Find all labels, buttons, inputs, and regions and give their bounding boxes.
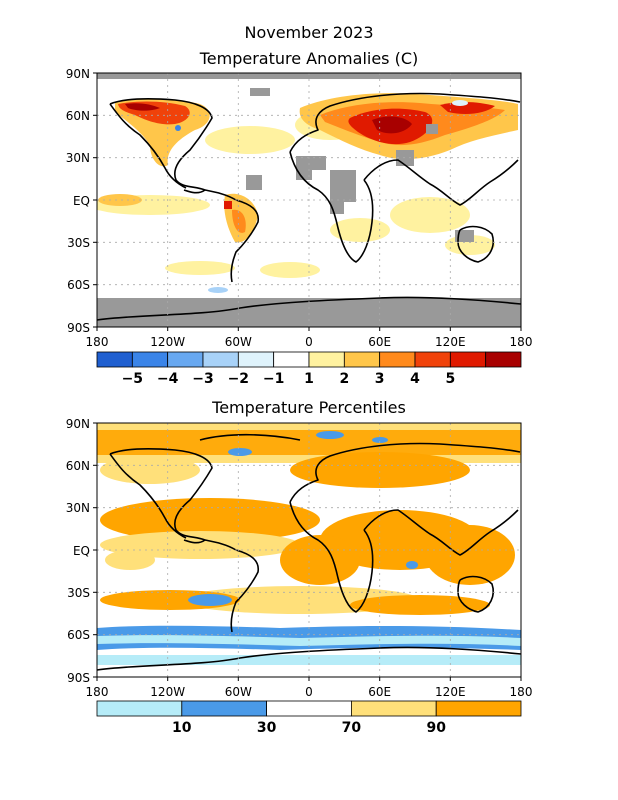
legend-label: 4 xyxy=(410,371,420,387)
legend-label: 5 xyxy=(445,371,455,387)
legend-swatch xyxy=(131,351,169,368)
map1-title: Temperature Anomalies (C) xyxy=(199,49,419,68)
legend-swatch xyxy=(237,351,275,368)
legend-swatch xyxy=(167,351,204,368)
missing-data-arctic xyxy=(97,73,521,79)
lat-label: 60N xyxy=(66,459,90,473)
lon-label: 180 xyxy=(510,685,533,699)
lon-label: 60W xyxy=(225,335,252,349)
lon-label: 60W xyxy=(225,685,252,699)
lat-label: 90S xyxy=(67,321,90,335)
lon-label: 120W xyxy=(150,335,185,349)
lon-label: 0 xyxy=(305,335,313,349)
map2-title: Temperature Percentiles xyxy=(211,398,406,417)
legend-label: 30 xyxy=(257,720,277,736)
lon-label: 180 xyxy=(510,335,533,349)
lat-label: 90N xyxy=(66,67,90,81)
lon-label: 120E xyxy=(435,335,466,349)
coastlines xyxy=(97,92,521,321)
legend-label: 1 xyxy=(304,371,314,387)
anomaly-map: 90N 60N 30N EQ 30S 60S 90S 180 120W 60W … xyxy=(66,67,533,349)
legend-label: −2 xyxy=(228,371,249,387)
lat-label: EQ xyxy=(73,194,90,208)
percentile-colorbar-labels: 10 30 70 90 xyxy=(172,720,446,736)
lon-label: 120W xyxy=(150,685,185,699)
legend-swatch xyxy=(449,351,487,368)
legend-label: 70 xyxy=(342,720,362,736)
legend-swatch xyxy=(379,351,416,368)
legend-swatch xyxy=(202,351,239,368)
legend-swatch xyxy=(266,700,352,717)
legend-swatch xyxy=(343,351,381,368)
figure-title: November 2023 xyxy=(244,23,373,42)
legend-swatch xyxy=(273,351,310,368)
legend-label: 3 xyxy=(375,371,385,387)
anomaly-colorbar xyxy=(96,351,522,368)
legend-label: 2 xyxy=(339,371,349,387)
lon-label: 180 xyxy=(86,335,109,349)
lon-label: 0 xyxy=(305,685,313,699)
lat-label: 30S xyxy=(67,586,90,600)
legend-swatch xyxy=(96,351,133,368)
lon-label: 60E xyxy=(368,335,391,349)
percentile-below10-band xyxy=(97,655,521,665)
gridlines xyxy=(97,73,521,327)
lat-label: 60N xyxy=(66,109,90,123)
lat-label: 30N xyxy=(66,151,90,165)
legend-swatch xyxy=(435,700,522,717)
lon-label: 120E xyxy=(435,685,466,699)
legend-label: 10 xyxy=(172,720,192,736)
lon-label: 60E xyxy=(368,685,391,699)
percentile-colorbar xyxy=(96,700,522,717)
legend-label: −4 xyxy=(157,371,179,387)
percentile-field xyxy=(97,423,521,677)
lat-label: 30S xyxy=(67,236,90,250)
legend-swatch xyxy=(485,351,522,368)
anomaly-field xyxy=(97,73,521,327)
lat-label: 30N xyxy=(66,501,90,515)
coastlines-2 xyxy=(97,433,521,671)
legend-label: −5 xyxy=(122,371,143,387)
lat-label: EQ xyxy=(73,544,90,558)
legend-label: −3 xyxy=(192,371,213,387)
anomaly-colorbar-labels: −5 −4 −3 −2 −1 1 2 3 4 5 xyxy=(122,371,456,387)
legend-label: 90 xyxy=(426,720,446,736)
legend-label: −1 xyxy=(263,371,284,387)
legend-swatch xyxy=(308,351,345,368)
lat-label: 60S xyxy=(67,628,90,642)
lat-label: 60S xyxy=(67,278,90,292)
legend-swatch xyxy=(96,700,183,717)
percentile-map: 90N 60N 30N EQ 30S 60S 90S 180 120W 60W … xyxy=(66,417,533,699)
legend-swatch xyxy=(414,351,451,368)
lat-label: 90N xyxy=(66,417,90,431)
lon-label: 180 xyxy=(86,685,109,699)
legend-swatch xyxy=(350,700,437,717)
lat-label: 90S xyxy=(67,671,90,685)
legend-swatch xyxy=(181,700,268,717)
